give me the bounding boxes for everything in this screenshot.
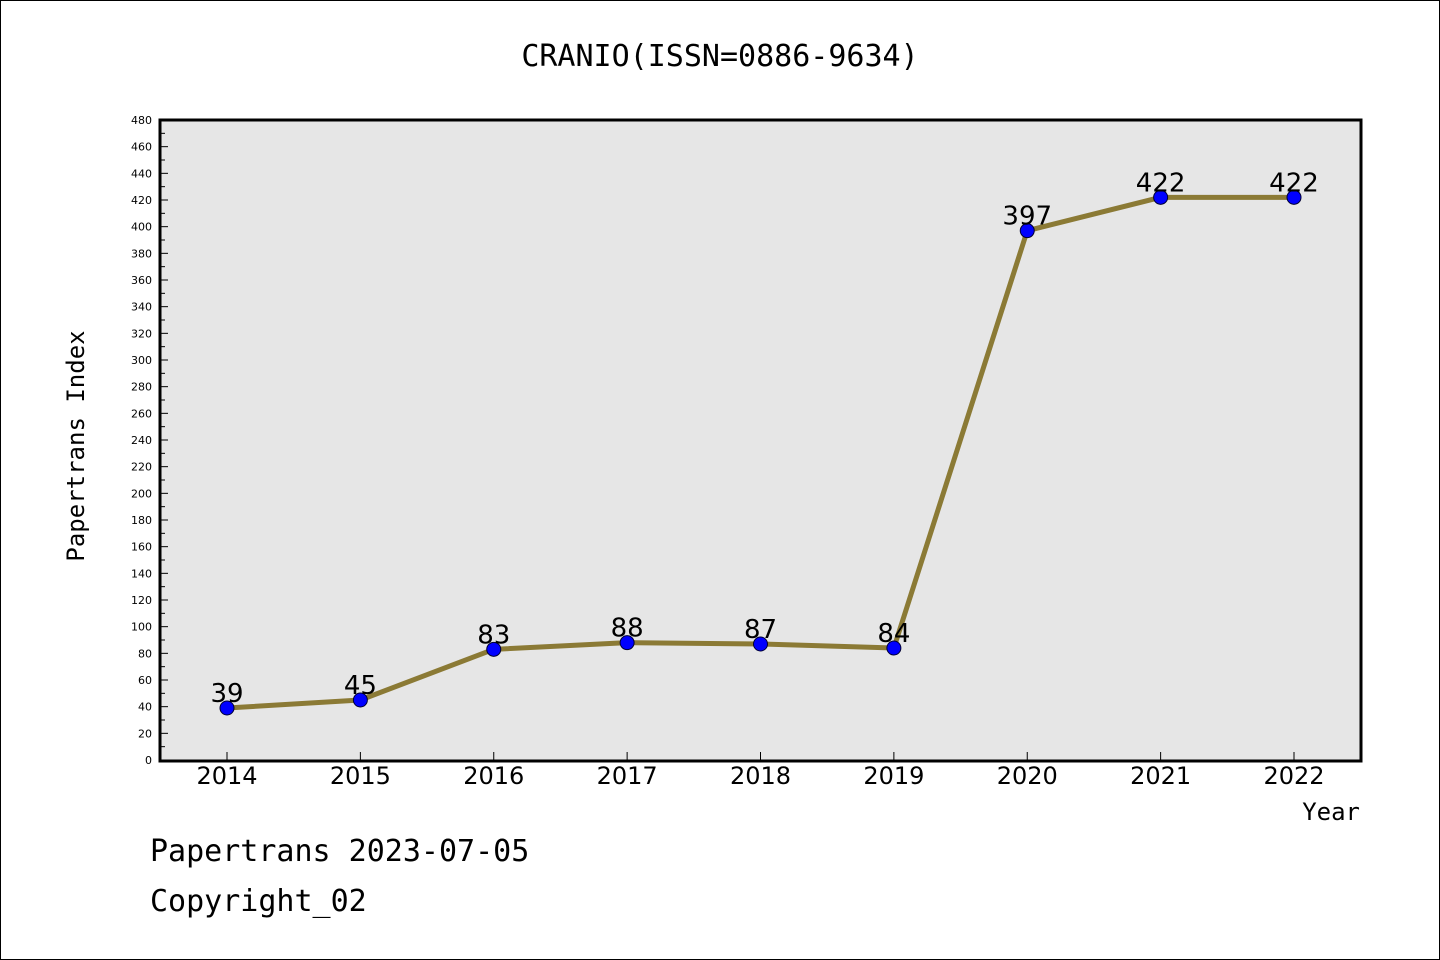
x-tick-label: 2016: [463, 762, 524, 790]
data-label: 422: [1269, 168, 1319, 198]
y-tick-label: 340: [131, 301, 152, 314]
x-tick-label: 2020: [997, 762, 1058, 790]
data-labels: 39 45 83 88 87 84 397 422 422: [210, 168, 1318, 709]
series-markers: [219, 189, 1302, 716]
y-tick-label: 240: [131, 434, 152, 447]
x-tick-label: 2014: [196, 762, 257, 790]
x-axis-label: Year: [1302, 798, 1360, 826]
data-point: [619, 635, 635, 651]
data-point: [886, 640, 902, 656]
y-tick-label: 480: [131, 114, 152, 127]
x-tick-label: 2017: [597, 762, 658, 790]
data-point: [219, 700, 235, 716]
y-tick-label: 120: [131, 594, 152, 607]
x-tick-label: 2018: [730, 762, 791, 790]
y-tick-label: 280: [131, 381, 152, 394]
y-tick-label: 380: [131, 247, 152, 260]
y-tick-label: 140: [131, 567, 152, 580]
data-label: 397: [1002, 202, 1052, 232]
x-tick-label: 2015: [330, 762, 391, 790]
footer-date: Papertrans 2023-07-05: [150, 834, 530, 869]
y-tick-label: 0: [145, 754, 152, 767]
y-tick-label: 360: [131, 274, 152, 287]
y-tick-label: 260: [131, 407, 152, 420]
data-point: [1019, 223, 1035, 239]
y-tick-label: 40: [138, 701, 152, 714]
data-point: [1286, 189, 1302, 205]
y-tick-label: 60: [138, 674, 152, 687]
chart-title: CRANIO(ISSN=0886-9634): [521, 39, 918, 74]
data-label: 422: [1136, 168, 1186, 198]
y-tick-label: 200: [131, 487, 152, 500]
plot-area: [158, 118, 1363, 763]
data-point: [352, 692, 368, 708]
y-axis-label: Papertrans Index: [62, 330, 90, 561]
x-tick-label: 2022: [1263, 762, 1324, 790]
y-tick-label: 460: [131, 141, 152, 154]
y-tick-label: 100: [131, 621, 152, 634]
y-tick-label: 320: [131, 327, 152, 340]
y-tick-label: 420: [131, 194, 152, 207]
y-tick-label: 440: [131, 167, 152, 180]
y-tick-label: 400: [131, 221, 152, 234]
y-tick-label: 20: [138, 727, 152, 740]
y-axis: 0 20 40 60 80 100 120 140 160 180 200 220 240 260 280 3…: [131, 114, 168, 767]
y-tick-label: 300: [131, 354, 152, 367]
data-label: 84: [877, 619, 910, 649]
x-tick-label: 2021: [1130, 762, 1191, 790]
y-tick-label: 160: [131, 541, 152, 554]
data-point: [1153, 189, 1169, 205]
x-axis: 2014 2015 2016 2017 2018 2019 2020 2021 2022: [196, 752, 1325, 790]
data-label: 88: [611, 614, 644, 644]
data-label: 83: [477, 620, 510, 650]
data-label: 39: [210, 679, 243, 709]
data-label: 87: [744, 615, 777, 645]
data-label: 45: [344, 671, 377, 701]
x-tick-label: 2019: [863, 762, 924, 790]
data-point: [486, 641, 502, 657]
y-tick-label: 80: [138, 647, 152, 660]
data-point: [753, 636, 768, 652]
y-tick-label: 180: [131, 514, 152, 527]
footer-copyright: Copyright_02: [150, 884, 367, 919]
y-tick-label: 220: [131, 461, 152, 474]
